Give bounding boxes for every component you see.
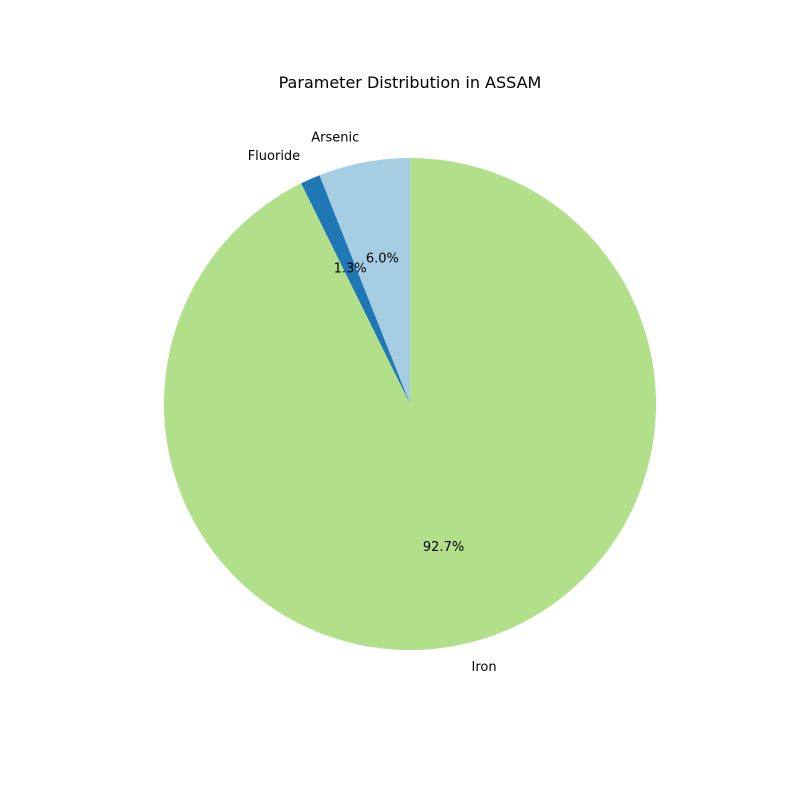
slice-pct-iron: 92.7% bbox=[423, 540, 464, 555]
slice-pct-fluoride: 1.3% bbox=[334, 262, 367, 277]
slice-pct-arsenic: 6.0% bbox=[366, 252, 399, 267]
chart-title: Parameter Distribution in ASSAM bbox=[279, 73, 542, 92]
slice-label-arsenic: Arsenic bbox=[311, 131, 359, 146]
pie-slice-fluoride bbox=[301, 175, 410, 404]
pie-slices bbox=[163, 158, 657, 650]
slice-label-iron: Iron bbox=[472, 660, 497, 675]
pie-slice-arsenic bbox=[319, 158, 410, 404]
pie-slice-iron bbox=[163, 158, 657, 650]
pie-labels: Arsenic 6.0% Fluoride 1.3% Iron 92.7% bbox=[248, 131, 497, 675]
slice-label-fluoride: Fluoride bbox=[248, 149, 301, 164]
